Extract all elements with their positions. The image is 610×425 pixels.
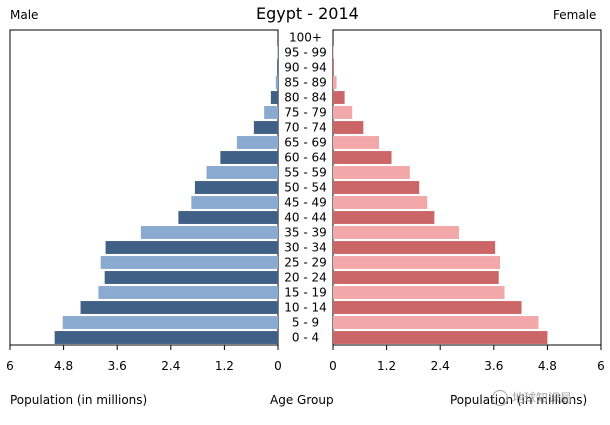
male-bar-90-94 (277, 61, 278, 74)
chart-title: Egypt - 2014 (256, 4, 359, 23)
male-x-tick-label: 6 (6, 359, 14, 373)
female-bar-60-64 (333, 151, 392, 164)
female-bar-90-94 (333, 61, 334, 74)
male-bar-85-89 (275, 76, 278, 89)
female-bar-65-69 (333, 136, 380, 149)
age-group-tick-label: 15 - 19 (284, 286, 327, 300)
male-bar-5-9 (62, 316, 278, 329)
female-x-tick-label: 3.6 (484, 359, 503, 373)
male-x-tick-label: 2.4 (161, 359, 180, 373)
male-bar-10-14 (80, 301, 278, 314)
female-bar-50-54 (333, 181, 420, 194)
female-bar-5-9 (333, 316, 539, 329)
female-bar-10-14 (333, 301, 522, 314)
male-bar-60-64 (220, 151, 278, 164)
age-group-tick-label: 55 - 59 (284, 166, 327, 180)
female-bar-20-24 (333, 271, 499, 284)
female-x-tick-label: 0 (329, 359, 337, 373)
female-bar-25-29 (333, 256, 501, 269)
age-group-label: Age Group (270, 393, 334, 407)
watermark: 地球知识局 (492, 389, 572, 406)
age-group-tick-label: 95 - 99 (284, 46, 327, 60)
male-bar-50-54 (194, 181, 278, 194)
female-bar-45-49 (333, 196, 428, 209)
female-bar-0-4 (333, 331, 548, 344)
male-x-tick-label: 3.6 (108, 359, 127, 373)
female-x-tick-label: 6 (597, 359, 605, 373)
female-x-tick-label: 2.4 (431, 359, 450, 373)
age-group-tick-label: 90 - 94 (284, 61, 327, 75)
age-group-tick-label: 45 - 49 (284, 196, 327, 210)
age-group-tick-label: 85 - 89 (284, 76, 327, 90)
age-group-tick-label: 30 - 34 (284, 241, 327, 255)
female-bar-15-19 (333, 286, 505, 299)
male-bar-65-69 (236, 136, 278, 149)
male-bar-45-49 (191, 196, 278, 209)
age-group-tick-label: 50 - 54 (284, 181, 327, 195)
x-axis-label: Population (in millions) (10, 393, 148, 407)
male-bar-35-39 (140, 226, 278, 239)
male-x-tick-label: 0 (274, 359, 282, 373)
male-bar-80-84 (270, 91, 278, 104)
male-x-tick-label: 1.2 (215, 359, 234, 373)
male-label: Male (10, 8, 39, 22)
male-bar-15-19 (98, 286, 278, 299)
male-bar-25-29 (100, 256, 278, 269)
age-group-tick-label: 25 - 29 (284, 256, 327, 270)
age-group-tick-label: 10 - 14 (284, 301, 327, 315)
age-group-tick-label: 35 - 39 (284, 226, 327, 240)
female-label: Female (553, 8, 597, 22)
age-group-tick-label: 70 - 74 (284, 121, 327, 135)
male-bar-0-4 (54, 331, 278, 344)
female-bar-75-79 (333, 106, 353, 119)
age-group-tick-label: 5 - 9 (292, 316, 319, 330)
male-bar-70-74 (253, 121, 278, 134)
male-bar-75-79 (264, 106, 278, 119)
female-bar-70-74 (333, 121, 364, 134)
x-axis-label-right: Population (in millions) (450, 393, 588, 407)
watermark-text: 地球知识局 (512, 391, 573, 405)
male-bar-55-59 (206, 166, 278, 179)
male-x-tick-label: 4.8 (54, 359, 73, 373)
age-group-tick-label: 100+ (289, 31, 322, 45)
male-bar-20-24 (104, 271, 279, 284)
female-bar-85-89 (333, 76, 337, 89)
age-group-tick-label: 0 - 4 (292, 331, 319, 345)
age-group-tick-label: 75 - 79 (284, 106, 327, 120)
age-group-tick-label: 80 - 84 (284, 91, 327, 105)
age-group-tick-label: 40 - 44 (284, 211, 327, 225)
female-bar-40-44 (333, 211, 435, 224)
female-bar-80-84 (333, 91, 345, 104)
male-bar-30-34 (105, 241, 278, 254)
female-bar-30-34 (333, 241, 496, 254)
wechat-logo-icon (492, 389, 508, 406)
male-bar-40-44 (178, 211, 278, 224)
age-group-tick-label: 65 - 69 (284, 136, 327, 150)
female-x-tick-label: 1.2 (377, 359, 396, 373)
age-group-tick-label: 20 - 24 (284, 271, 327, 285)
female-x-tick-label: 4.8 (538, 359, 557, 373)
female-bar-55-59 (333, 166, 410, 179)
female-bar-35-39 (333, 226, 459, 239)
age-group-tick-label: 60 - 64 (284, 151, 327, 165)
